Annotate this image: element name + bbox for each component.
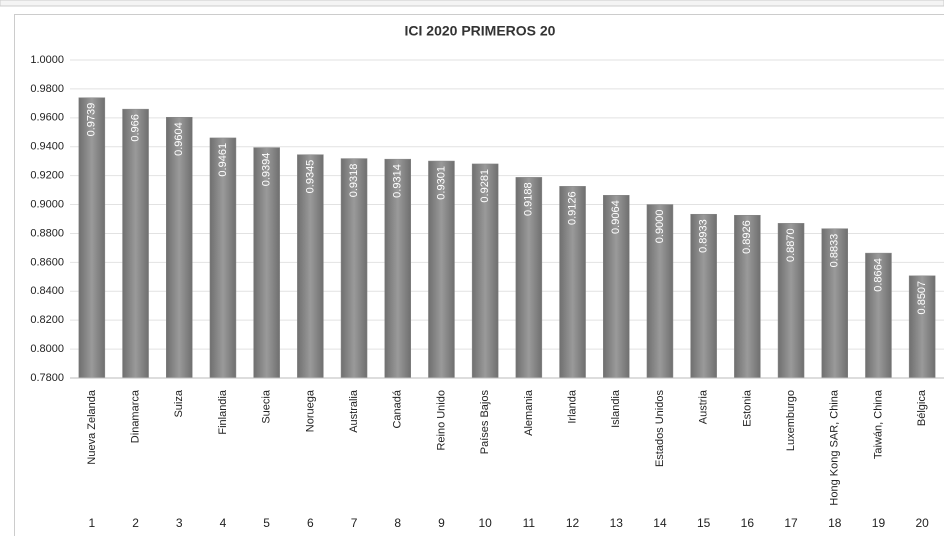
y-tick-label: 0.9000 [30, 198, 64, 210]
value-label: 0.9188 [523, 182, 535, 216]
rank-label: 3 [176, 516, 183, 530]
x-tick-label: Alemania [523, 389, 535, 436]
y-tick-label: 0.8400 [30, 285, 64, 297]
x-tick-label: Suecia [261, 389, 273, 424]
x-tick-label: Países Bajos [479, 390, 491, 455]
rank-label: 9 [438, 516, 445, 530]
x-tick-label: Islandia [610, 389, 622, 428]
y-tick-label: 0.7800 [30, 372, 64, 384]
bar [559, 186, 586, 379]
y-tick-label: 0.8600 [30, 256, 64, 268]
bar [209, 137, 237, 379]
frame [14, 14, 944, 536]
y-tick-label: 0.9400 [30, 141, 64, 153]
rank-label: 18 [828, 516, 842, 530]
bar [515, 177, 543, 379]
y-tick-label: 1.0000 [30, 54, 64, 66]
x-tick-label: Reino Unido [435, 390, 447, 451]
bar [690, 213, 717, 379]
x-tick-label: Canadá [392, 389, 404, 428]
value-label: 0.966 [129, 114, 141, 142]
x-tick-label: Luxemburgo [785, 390, 797, 451]
bar [471, 163, 499, 379]
rank-label: 17 [784, 516, 798, 530]
value-label: 0.9314 [392, 164, 404, 198]
bar [821, 228, 848, 379]
rank-label: 10 [478, 516, 492, 530]
value-label: 0.9281 [479, 169, 491, 203]
x-tick-label: Nueva Zelanda [86, 389, 98, 464]
value-label: 0.9301 [435, 166, 447, 200]
bar [384, 158, 411, 379]
bar [428, 160, 455, 379]
rank-label: 4 [220, 516, 227, 530]
x-tick-label: Estados Unidos [654, 390, 666, 468]
rank-label: 13 [610, 516, 624, 530]
bar [297, 154, 324, 379]
bar [122, 108, 149, 379]
y-tick-label: 0.9600 [30, 112, 64, 124]
value-label: 0.8933 [698, 219, 710, 253]
value-label: 0.8507 [916, 281, 928, 315]
rank-label: 6 [307, 516, 314, 530]
value-label: 0.8870 [785, 228, 797, 262]
rank-label: 11 [523, 516, 536, 530]
rank-label: 7 [351, 516, 358, 530]
x-tick-label: Austria [698, 389, 710, 424]
x-tick-label: Estonia [741, 389, 753, 427]
rank-label: 8 [394, 516, 401, 530]
value-label: 0.9318 [348, 164, 360, 198]
bar [865, 252, 892, 379]
bar [734, 214, 761, 379]
top-strip [0, 0, 944, 7]
y-tick-label: 0.9800 [30, 83, 64, 95]
y-tick-label: 0.8000 [30, 343, 64, 355]
x-tick-label: Taiwán, China [872, 389, 884, 459]
chart-title: ICI 2020 PRIMEROS 20 [405, 23, 556, 39]
rank-label: 14 [653, 516, 667, 530]
bar [908, 275, 936, 379]
value-label: 0.9126 [566, 191, 578, 225]
x-tick-label: Hong Kong SAR, China [829, 389, 841, 505]
value-label: 0.9461 [217, 143, 229, 177]
bar [340, 158, 368, 379]
value-label: 0.9345 [304, 160, 316, 194]
value-label: 0.9000 [654, 210, 666, 244]
rank-label: 16 [741, 516, 755, 530]
value-label: 0.9064 [610, 200, 622, 234]
x-tick-label: Irlanda [566, 389, 578, 424]
x-tick-label: Australia [348, 389, 360, 433]
value-label: 0.9394 [261, 153, 273, 187]
bar [646, 204, 674, 379]
bar [78, 97, 106, 379]
x-tick-label: Suiza [173, 389, 185, 417]
rank-label: 1 [89, 516, 96, 530]
value-label: 0.8926 [741, 220, 753, 254]
y-tick-label: 0.8200 [30, 314, 64, 326]
value-label: 0.8833 [829, 234, 841, 268]
rank-label: 19 [872, 516, 886, 530]
rank-label: 2 [132, 516, 139, 530]
y-tick-label: 0.8800 [30, 227, 64, 239]
x-tick-label: Bélgica [916, 389, 928, 426]
value-label: 0.9739 [86, 103, 98, 137]
x-tick-label: Finlandia [217, 389, 229, 435]
rank-label: 12 [566, 516, 580, 530]
y-tick-label: 0.9200 [30, 170, 64, 182]
value-label: 0.9604 [173, 122, 185, 156]
bar [166, 116, 193, 379]
rank-label: 20 [915, 516, 929, 530]
bar [253, 147, 280, 379]
x-tick-label: Dinamarca [129, 389, 141, 443]
bar [777, 223, 805, 379]
rank-label: 5 [263, 516, 270, 530]
x-tick-label: Noruega [304, 389, 316, 432]
rank-label: 15 [697, 516, 711, 530]
value-label: 0.8664 [872, 258, 884, 292]
